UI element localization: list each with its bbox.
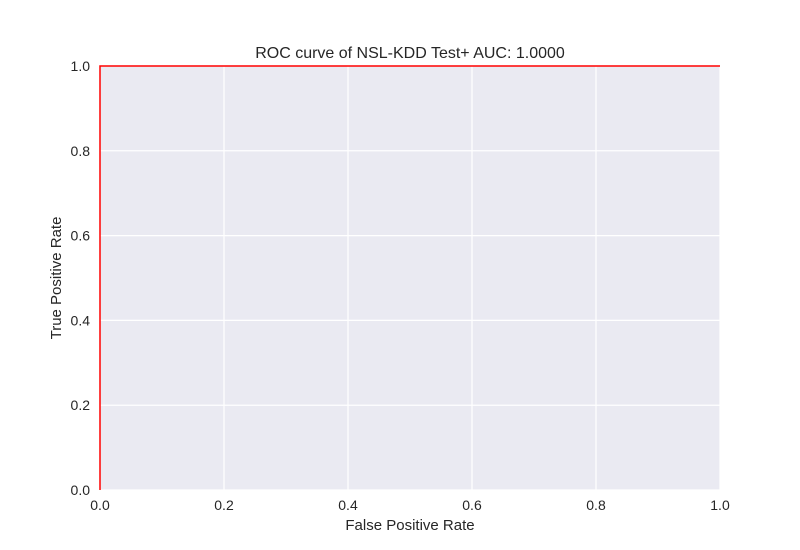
grid-lines <box>99 65 721 491</box>
y-tick-label: 0.6 <box>71 228 91 244</box>
y-tick-label: 0.2 <box>71 397 91 413</box>
x-tick-label: 1.0 <box>710 497 730 513</box>
y-tick-label: 1.0 <box>71 58 91 74</box>
y-tick-label: 0.4 <box>71 312 91 328</box>
x-tick-label: 0.8 <box>586 497 606 513</box>
x-tick-label: 0.2 <box>214 497 234 513</box>
x-tick-label: 0.6 <box>462 497 482 513</box>
x-tick-label: 0.0 <box>90 497 110 513</box>
y-tick-labels: 0.0 0.2 0.4 0.6 0.8 1.0 <box>71 58 91 498</box>
y-axis-label: True Positive Rate <box>48 217 65 340</box>
plot-area <box>100 66 720 490</box>
chart-title: ROC curve of NSL-KDD Test+ AUC: 1.0000 <box>255 45 565 62</box>
x-tick-labels: 0.0 0.2 0.4 0.6 0.8 1.0 <box>90 497 730 513</box>
roc-curve-line <box>99 65 720 490</box>
series-layer <box>99 65 720 490</box>
x-tick-label: 0.4 <box>338 497 358 513</box>
x-axis-label: False Positive Rate <box>345 517 474 534</box>
y-tick-label: 0.0 <box>71 482 91 498</box>
y-tick-label: 0.8 <box>71 143 91 159</box>
